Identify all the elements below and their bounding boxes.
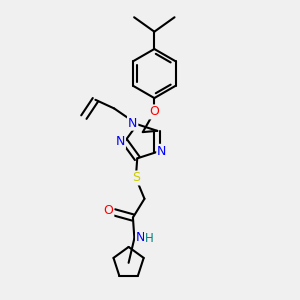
Text: H: H — [145, 232, 154, 244]
Text: N: N — [116, 135, 125, 148]
Text: O: O — [149, 105, 159, 119]
Text: O: O — [103, 204, 113, 217]
Text: N: N — [157, 145, 167, 158]
Text: N: N — [128, 117, 137, 130]
Text: N: N — [136, 231, 146, 244]
Text: S: S — [132, 172, 140, 184]
